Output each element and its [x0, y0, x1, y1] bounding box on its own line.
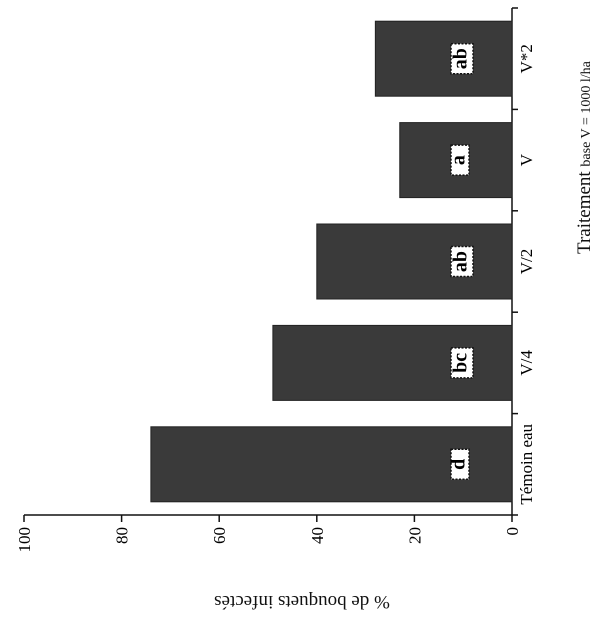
x-tick-label: Témoin eau: [517, 423, 536, 504]
x-tick-label: V/4: [517, 350, 536, 376]
x-tick-label: V: [517, 153, 536, 166]
x-axis-label-main: Traitement: [574, 171, 590, 254]
significance-label-box: [450, 448, 470, 481]
significance-label: bc: [450, 353, 472, 373]
significance-label: ab: [450, 251, 472, 272]
y-axis-label: % de bouquets infectés: [214, 591, 390, 612]
y-tick-label: 80: [113, 527, 132, 544]
significance-label-box: [450, 144, 470, 176]
axes: 0 20 40 60 80 100 Témoin eau V/4 V/2 V V*2: [15, 7, 536, 553]
significance-label-box: [450, 347, 474, 379]
x-axis-label-sub: base V = 1000 l/ha: [579, 61, 590, 167]
x-tick-label: V/2: [517, 249, 536, 275]
y-tick-label: 40: [308, 527, 327, 544]
y-tick-label: 20: [405, 527, 424, 544]
x-tick-label: V*2: [517, 44, 536, 73]
significance-label: d: [448, 459, 470, 470]
y-tick-label: 100: [15, 527, 34, 553]
bar: [316, 223, 513, 300]
significance-label-box: [450, 245, 474, 278]
x-axis-label: Traitement base V = 1000 l/ha: [574, 0, 590, 254]
y-tick-label: 60: [210, 527, 229, 544]
significance-label: ab: [450, 48, 472, 69]
significance-label-box: [450, 42, 474, 75]
y-tick-label: 0: [503, 527, 522, 536]
significance-label: a: [448, 155, 470, 165]
data-labels: d bc ab a ab: [448, 42, 474, 481]
bar: [272, 324, 513, 401]
bar: [374, 20, 513, 97]
